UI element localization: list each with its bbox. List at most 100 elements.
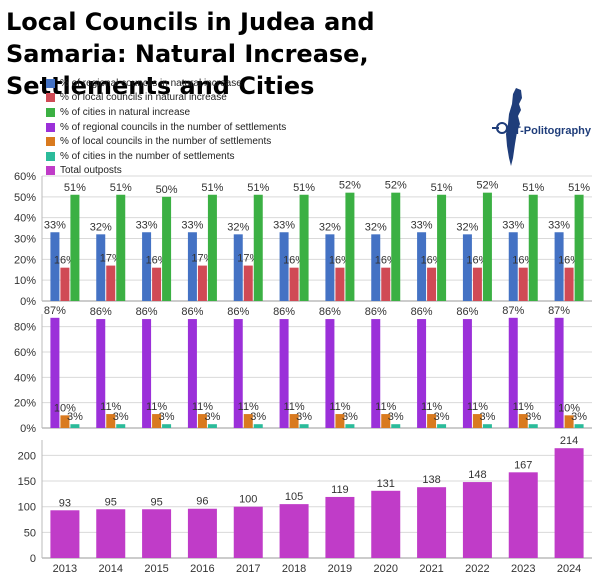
page-title: Local Councils in Judea and Samaria: Nat… [6,8,375,100]
bar [207,424,217,428]
bar [253,424,263,428]
data-label: 11% [513,401,534,413]
bar [207,194,217,301]
x-tick-label: 2024 [557,563,581,574]
data-label: 86% [136,306,158,318]
bar [371,490,401,558]
data-label: 86% [227,306,249,318]
y-tick-label: 60% [14,171,36,183]
bar [325,319,335,428]
bar [289,267,299,301]
bar [574,424,584,428]
bar [335,414,345,428]
data-label: 51% [293,182,315,194]
y-tick-label: 40% [14,372,36,384]
map-logo-icon: T-Politography [492,88,592,166]
bar [574,194,584,301]
data-label: 95 [105,496,117,508]
data-label: 32% [227,221,249,233]
data-label: 148 [468,469,486,481]
legend-label: % of cities in natural increase [60,106,191,118]
bar [381,267,391,301]
bar [142,232,152,301]
bar [233,506,263,558]
legend-label: Total outposts [60,165,122,177]
bar [197,414,207,428]
x-tick-label: 2013 [53,563,77,574]
bar [371,234,381,301]
data-label: 51% [247,182,269,194]
y-tick-label: 20% [14,398,36,410]
data-label: 51% [110,182,132,194]
data-label: 3% [434,411,450,423]
bar [96,319,106,428]
data-label: 33% [136,219,158,231]
bar [508,232,518,301]
data-label: 3% [250,411,266,423]
bar [391,192,401,301]
bar [106,265,116,301]
bar [345,424,355,428]
data-label: 87% [44,305,66,317]
bar [70,424,80,428]
x-tick-label: 2015 [144,563,168,574]
y-tick-label: 50% [14,192,36,204]
bar [289,414,299,428]
legend-item: Total outposts [46,164,286,179]
bar [187,319,197,428]
legend-label: % of local councils in natural increase [60,92,227,104]
bar [197,265,207,301]
bar [233,319,243,428]
bar [279,504,309,558]
bar [116,194,126,301]
bar [564,267,574,301]
bar [462,234,472,301]
data-label: 86% [90,306,112,318]
bar [528,194,538,301]
bar [427,414,437,428]
legend-swatch [46,107,55,117]
legend-swatch [46,166,55,176]
data-label: 52% [385,180,407,192]
x-tick-label: 2014 [99,563,123,574]
data-label: 51% [64,182,86,194]
data-label: 167 [514,459,532,471]
data-label: 87% [548,305,570,317]
y-tick-label: 100 [18,502,36,514]
bar [554,232,564,301]
bar [472,267,482,301]
y-tick-label: 50 [24,527,36,539]
bar [417,232,427,301]
bar [381,414,391,428]
legend-label: % of regional councils in the number of … [60,121,287,133]
legend-item: % of cities in the number of settlements [46,149,286,164]
data-label: 3% [571,411,587,423]
bar [162,424,172,428]
bar [142,509,172,558]
bar [162,196,172,301]
data-label: 11% [467,401,488,413]
data-label: 50% [156,184,178,196]
data-label: 11% [192,401,213,413]
legend-swatch [46,122,55,132]
data-label: 32% [365,221,387,233]
x-tick-label: 2016 [190,563,214,574]
bar [279,319,289,428]
data-label: 93 [59,497,71,509]
bar [564,415,574,428]
y-tick-label: 0% [20,296,36,308]
data-label: 105 [285,491,303,503]
y-tick-label: 200 [18,450,36,462]
bar [482,192,492,301]
data-label: 33% [502,219,524,231]
bar [233,234,243,301]
bar [345,192,355,301]
data-label: 11% [375,401,396,413]
bar [391,424,401,428]
legend-label: % of local councils in the number of set… [60,136,272,148]
data-label: 95 [150,496,162,508]
bar [528,424,538,428]
bar [187,508,217,558]
data-label: 86% [273,306,295,318]
bar [554,448,584,558]
